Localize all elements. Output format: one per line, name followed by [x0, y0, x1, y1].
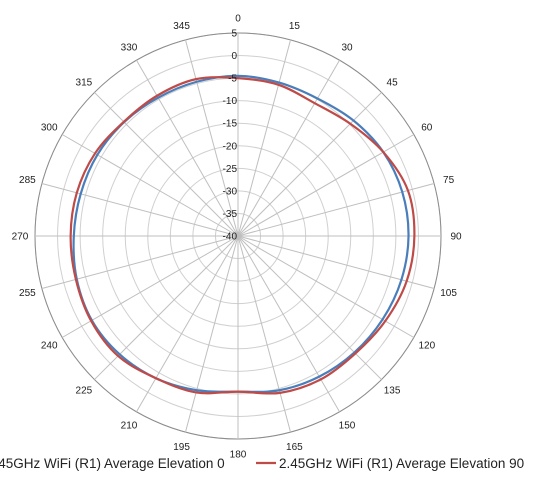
angle-label-0: 0 — [235, 14, 241, 25]
angle-label-195: 195 — [173, 442, 190, 453]
grid-spoke — [237, 235, 292, 433]
angle-label-135: 135 — [384, 386, 401, 397]
radial-label: 5 — [231, 29, 237, 40]
grid-spoke — [41, 182, 239, 237]
grid-spoke — [184, 39, 239, 237]
angle-label-30: 30 — [341, 43, 353, 54]
radial-labels: 5 0 -5 -10 -15 -20 -25 -30 -35 -40 — [223, 29, 238, 243]
angle-label-345: 345 — [173, 21, 190, 32]
radial-label: -35 — [223, 209, 238, 220]
radial-label: -25 — [223, 164, 238, 175]
angle-label-75: 75 — [443, 175, 455, 186]
angle-label-60: 60 — [421, 123, 433, 134]
angle-label-15: 15 — [289, 21, 301, 32]
legend-label-2: 2.45GHz WiFi (R1) Average Elevation 90 — [279, 456, 524, 471]
radial-label: -20 — [223, 141, 238, 152]
angle-label-330: 330 — [121, 43, 138, 54]
angle-label-225: 225 — [76, 386, 93, 397]
grid-spoke — [94, 235, 239, 380]
polar-grid — [34, 32, 442, 440]
grid-spoke — [237, 59, 340, 237]
angle-label-255: 255 — [19, 288, 36, 299]
radial-label: -30 — [223, 186, 238, 197]
angle-label-90: 90 — [450, 232, 462, 243]
angle-label-45: 45 — [387, 77, 399, 88]
grid-spoke — [237, 39, 292, 237]
grid-spoke — [237, 92, 382, 237]
radial-label: -40 — [223, 232, 238, 243]
angle-label-285: 285 — [19, 175, 36, 186]
angle-label-120: 120 — [418, 341, 435, 352]
grid-spoke — [61, 134, 239, 237]
angle-label-165: 165 — [286, 442, 303, 453]
angle-label-105: 105 — [440, 288, 457, 299]
grid-spoke — [237, 235, 340, 413]
radial-label: -10 — [223, 96, 238, 107]
series-layer — [69, 74, 416, 395]
grid-spoke — [41, 235, 239, 290]
angle-label-300: 300 — [41, 123, 58, 134]
grid-spoke — [237, 235, 382, 380]
angle-label-210: 210 — [121, 420, 138, 431]
grid-spoke — [237, 182, 435, 237]
grid-spoke — [136, 59, 239, 237]
angle-label-270: 270 — [12, 232, 29, 243]
grid-spoke — [237, 235, 435, 290]
legend-label-1: 2.45GHz WiFi (R1) Average Elevation 0 — [0, 456, 225, 471]
series-line-2 — [69, 76, 416, 395]
angle-label-180: 180 — [230, 450, 247, 461]
angle-labels: 0 15 30 45 60 75 90 105 120 135 150 165 180 195 210 225… — [12, 14, 462, 461]
grid-spoke — [94, 92, 239, 237]
angle-label-150: 150 — [339, 420, 356, 431]
radial-label: -15 — [223, 119, 238, 130]
angle-label-315: 315 — [76, 77, 93, 88]
radial-label: -5 — [228, 74, 237, 85]
grid-spoke — [184, 235, 239, 433]
angle-label-240: 240 — [41, 341, 58, 352]
grid-spoke — [237, 134, 415, 237]
grid-spoke — [136, 235, 239, 413]
radial-label: 0 — [231, 51, 237, 62]
legend: 2.45GHz WiFi (R1) Average Elevation 0 2.4… — [0, 456, 524, 471]
